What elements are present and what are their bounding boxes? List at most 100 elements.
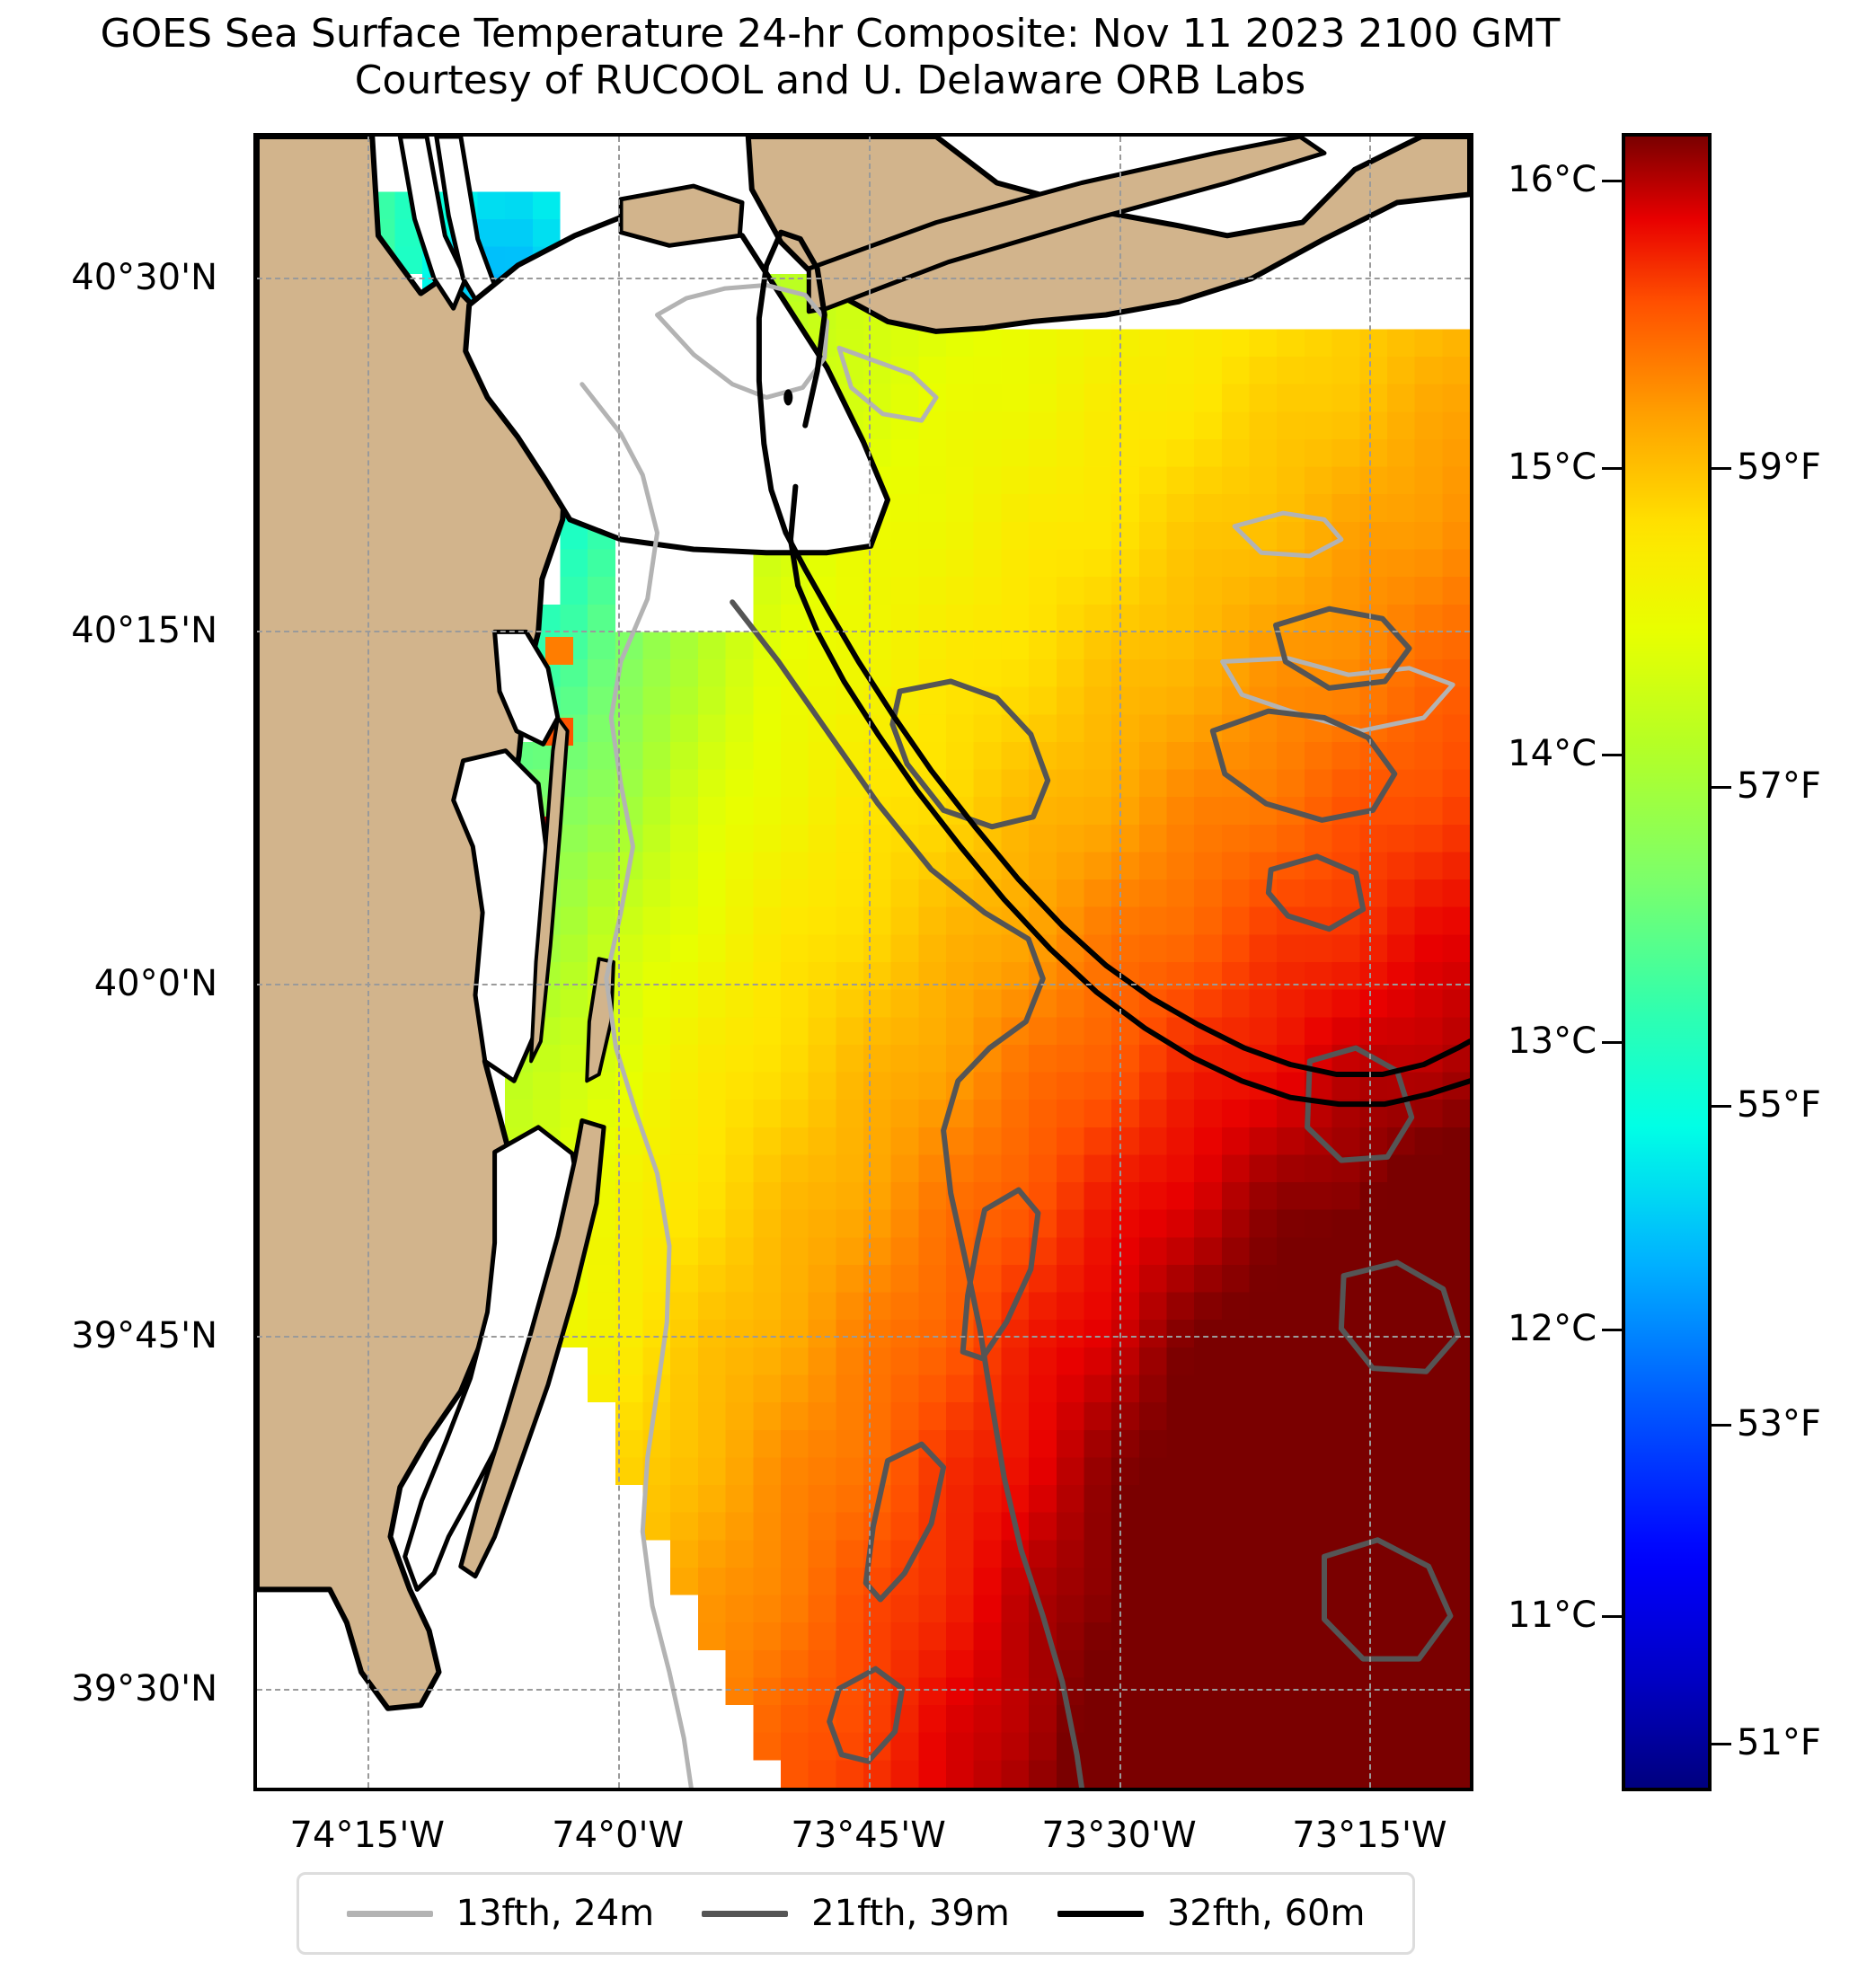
graticule-parallel [257,983,1470,985]
contour-21fth-bank-f [1338,1259,1461,1374]
legend-item-label: 13fth, 24m [456,1893,655,1934]
x-axis-label: 73°30'W [1041,1815,1197,1856]
x-axis-tick [429,1788,432,1791]
barrier-islet-north [585,957,615,1083]
contour-13fth-bank-c [1232,510,1344,559]
title-line-1: GOES Sea Surface Temperature 24-hr Compo… [100,11,1561,57]
colorbar-fahrenheit-label: 53°F [1737,1403,1821,1445]
bathymetry-contour-legend: 13fth, 24m 21fth, 39m 32fth, 60m [296,1872,1415,1955]
y-axis-tick [253,631,257,633]
y-axis-tick [253,1601,257,1604]
contour-21fth-bank-a [889,678,1051,830]
colorbar-fahrenheit-label: 51°F [1737,1722,1821,1764]
y-axis-tick [253,1072,257,1074]
graticule-parallel [257,1336,1470,1339]
contour-21fth-bank-d [1265,853,1367,932]
colorbar-celsius-tick [1602,1328,1622,1331]
colorbar-fahrenheit-tick [1712,1104,1731,1108]
colorbar-fahrenheit-label: 55°F [1737,1083,1821,1126]
y-axis-tick [253,1248,257,1250]
colorbar-fahrenheit-label: 57°F [1737,764,1821,807]
x-axis-tick [1307,1788,1310,1791]
x-axis-tick [1432,1788,1435,1791]
barnegat-bay-south [451,748,551,1083]
contour-13fth-bank-d [1220,656,1455,734]
colorbar-fahrenheit-label: 59°F [1737,446,1821,488]
colorbar-container: 16°C 15°C 14°C 13°C 12°C 11°C 59°F 57°F 55°F 53°F… [1508,133,1821,1791]
graticule-parallel [257,1689,1470,1692]
colorbar-celsius-tick [1602,754,1622,757]
x-axis-tick [869,1788,871,1791]
legend-line-swatch [1057,1910,1144,1917]
contour-21fth-islet-b [863,1441,947,1603]
x-axis-tick [1244,1788,1247,1791]
legend-item-label: 21fth, 39m [811,1893,1010,1934]
colorbar-celsius-label: 15°C [1508,446,1597,488]
legend-line-swatch [346,1910,433,1917]
x-axis-tick [931,1788,933,1791]
colorbar-celsius-label: 16°C [1508,158,1597,200]
y-axis-tick [253,543,257,545]
contour-21fth-main [730,599,1084,1788]
y-axis-tick [253,1513,257,1515]
graticule-parallel [257,630,1470,632]
y-axis-tick [253,1777,257,1780]
colorbar [1622,133,1712,1791]
colorbar-fahrenheit-tick [1712,785,1731,789]
long-island-south-shore [745,137,1470,334]
colorbar-celsius-label: 11°C [1508,1595,1597,1637]
x-axis-tick [492,1788,495,1791]
x-axis-tick [743,1788,746,1791]
x-axis-label: 73°15'W [1292,1815,1447,1856]
x-axis-tick [305,1788,307,1791]
x-axis-tick [1057,1788,1059,1791]
y-axis-tick [253,1160,257,1162]
staten-island [618,183,745,248]
x-axis-label: 74°15'W [289,1815,445,1856]
y-axis-label: 40°30'N [71,257,217,299]
contour-21fth-bank-g [1322,1537,1454,1662]
sst-map-axes [253,133,1473,1791]
contour-21fth-bank-c [1209,708,1398,823]
x-axis-tick [1369,1788,1372,1791]
colorbar-gradient [1625,137,1708,1788]
graticule-meridian [1369,137,1372,1788]
y-axis-label: 39°30'N [71,1668,217,1710]
chart-title-block: GOES Sea Surface Temperature 24-hr Compo… [0,11,1660,104]
y-axis-tick [253,454,257,456]
colorbar-celsius-label: 12°C [1508,1307,1597,1349]
island-beach-barrier [529,716,570,1064]
contour-13fth-main [579,382,694,1788]
colorbar-celsius-label: 13°C [1508,1020,1597,1062]
x-axis-tick [680,1788,683,1791]
x-axis-label: 74°0'W [552,1815,685,1856]
contour-13fth-bank-a [655,282,829,400]
x-axis-tick [367,1788,370,1791]
x-axis-tick [994,1788,996,1791]
colorbar-celsius-tick [1602,466,1622,470]
y-axis-tick [253,1689,257,1692]
colorbar-celsius-tick [1602,1040,1622,1044]
contour-32fth-outer [756,229,1470,1077]
graticule-meridian [1119,137,1121,1788]
map-clip [257,137,1470,1788]
x-axis-tick [618,1788,621,1791]
graticule-meridian [367,137,369,1788]
y-axis-tick [253,1424,257,1427]
x-axis-tick [806,1788,809,1791]
y-axis-tick [253,895,257,897]
legend-item-label: 32fth, 60m [1166,1893,1366,1934]
x-axis-tick [1181,1788,1184,1791]
y-axis-tick [253,984,257,986]
colorbar-celsius-tick [1602,1615,1622,1619]
y-axis-label: 40°0'N [93,962,217,1004]
y-axis-tick [253,807,257,809]
colorbar-fahrenheit-tick [1712,1743,1731,1746]
graticule-meridian [617,137,620,1788]
long-beach-island [458,1118,606,1579]
legend-item: 21fth, 39m [702,1893,1010,1934]
x-axis-label: 73°45'W [791,1815,946,1856]
y-axis-tick [253,719,257,721]
y-axis-label: 40°15'N [71,609,217,651]
contour-32fth-core-dot [783,389,793,406]
